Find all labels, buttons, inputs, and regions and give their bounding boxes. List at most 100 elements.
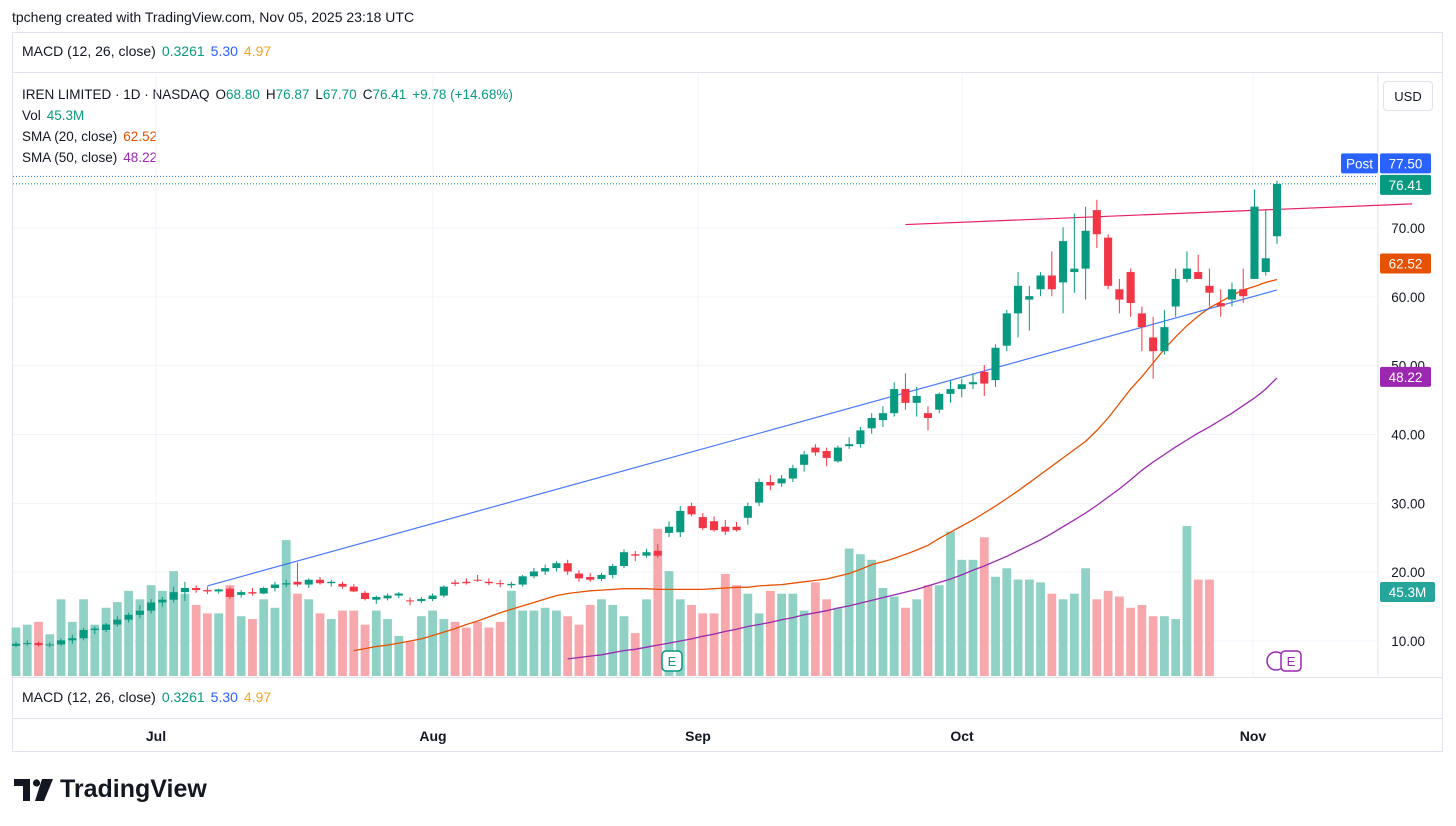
volume-bar — [11, 627, 21, 676]
volume-legend-row[interactable]: Vol 45.3M — [22, 105, 513, 126]
volume-bar — [754, 613, 764, 676]
volume-bar — [270, 607, 280, 676]
volume-bar — [124, 590, 133, 676]
volume-bar — [687, 604, 696, 676]
sma50-legend-row[interactable]: SMA (50, close) 48.22 — [22, 147, 513, 168]
candle-body — [214, 589, 223, 592]
change-value: +9.78 (+14.68%) — [412, 87, 513, 102]
time-axis-divider — [13, 718, 1442, 719]
candle-body — [755, 481, 764, 503]
volume-bar — [259, 599, 269, 676]
macd-top-legend[interactable]: MACD (12, 26, close) 0.3261 5.30 4.97 — [22, 43, 271, 59]
volume-bar — [1013, 579, 1023, 676]
candle-body — [1081, 230, 1090, 269]
candle-body — [721, 526, 730, 532]
resistance-trendline — [905, 203, 1413, 226]
candle-body — [698, 517, 707, 529]
candle-body — [563, 563, 572, 572]
macd-bottom-legend[interactable]: MACD (12, 26, close) 0.3261 5.30 4.97 — [22, 689, 271, 705]
candle-body — [1092, 210, 1101, 235]
volume-bar — [1148, 616, 1158, 676]
volume-bar — [642, 599, 651, 676]
candle-body — [901, 389, 910, 403]
candle-body — [270, 584, 280, 588]
candle-body — [1036, 275, 1045, 290]
volume-bar — [856, 554, 865, 676]
candle-body — [1272, 183, 1282, 237]
candle-body — [473, 579, 482, 581]
post-badge: Post — [1346, 156, 1373, 171]
volume-bar — [1193, 579, 1203, 676]
volume-label: Vol — [22, 108, 41, 123]
volume-bar — [439, 619, 449, 676]
sma50-value: 48.22 — [123, 150, 158, 165]
currency-button[interactable]: USD — [1383, 81, 1433, 111]
volume-bar — [225, 585, 235, 676]
candle-body — [800, 454, 809, 465]
candle-body — [360, 592, 370, 600]
volume-bar — [552, 610, 561, 676]
candle-body — [788, 468, 797, 479]
volume-value: 45.3M — [46, 108, 85, 123]
post-price-label: 77.50 — [1389, 156, 1423, 171]
macd-top-value-2: 5.30 — [210, 43, 238, 59]
tradingview-brand: TradingView — [14, 775, 207, 804]
candle-body — [935, 393, 944, 410]
sma20-legend-row[interactable]: SMA (20, close) 62.52 — [22, 126, 513, 147]
candle-body — [451, 582, 460, 584]
candle-body — [1126, 272, 1135, 304]
candle-body — [1194, 272, 1203, 279]
volume-bar — [236, 616, 246, 676]
volume-bar — [428, 610, 437, 676]
candle-body — [90, 628, 99, 630]
candle-body — [1149, 337, 1158, 352]
volume-bar — [90, 624, 100, 676]
volume-bar — [169, 571, 179, 676]
candle-body — [991, 347, 1000, 381]
volume-bar — [957, 559, 967, 676]
low-value: L67.70 — [315, 87, 357, 102]
candle-body — [980, 371, 989, 384]
volume-bar — [1103, 590, 1113, 676]
x-tick-label: Aug — [419, 728, 446, 744]
candle-body — [631, 554, 640, 556]
volume-bar — [326, 619, 336, 676]
macd-top-label: MACD (12, 26, close) — [22, 43, 156, 59]
candle-body — [428, 595, 437, 600]
sma50-price-label: 48.22 — [1389, 370, 1423, 385]
candle-body — [439, 586, 448, 596]
macd-bottom-label: MACD (12, 26, close) — [22, 689, 156, 705]
candle-body — [518, 576, 527, 585]
volume-bar — [675, 599, 685, 676]
candle-body — [912, 395, 921, 403]
volume-price-label-bg — [1380, 582, 1435, 602]
candle-body — [833, 447, 842, 462]
candle-body — [1205, 285, 1214, 293]
ohlc-row[interactable]: IREN LIMITED · 1D · NASDAQ O68.80 H76.87… — [22, 84, 513, 105]
volume-bar — [788, 593, 798, 676]
volume-bar — [67, 621, 77, 676]
candle-body — [484, 581, 493, 584]
volume-bar — [529, 610, 539, 676]
candle-body — [574, 573, 583, 579]
volume-bar — [698, 613, 708, 676]
volume-bar — [214, 613, 224, 676]
candle-body — [608, 565, 617, 575]
candle-body — [23, 643, 32, 645]
volume-bar — [349, 610, 359, 676]
volume-bar — [56, 599, 66, 676]
candle-body — [1137, 313, 1146, 328]
candle-body — [248, 592, 257, 594]
volume-bar — [822, 599, 832, 676]
candle-body — [1047, 275, 1056, 290]
volume-bar — [461, 627, 471, 676]
candle-body — [169, 592, 178, 600]
volume-bar — [22, 624, 32, 676]
sma20-label: SMA (20, close) — [22, 129, 118, 144]
candle-body — [158, 599, 167, 603]
volume-bar — [146, 585, 156, 676]
volume-bar — [901, 607, 910, 676]
earnings-marker-label: E — [1287, 654, 1296, 669]
candle-body — [34, 643, 43, 646]
